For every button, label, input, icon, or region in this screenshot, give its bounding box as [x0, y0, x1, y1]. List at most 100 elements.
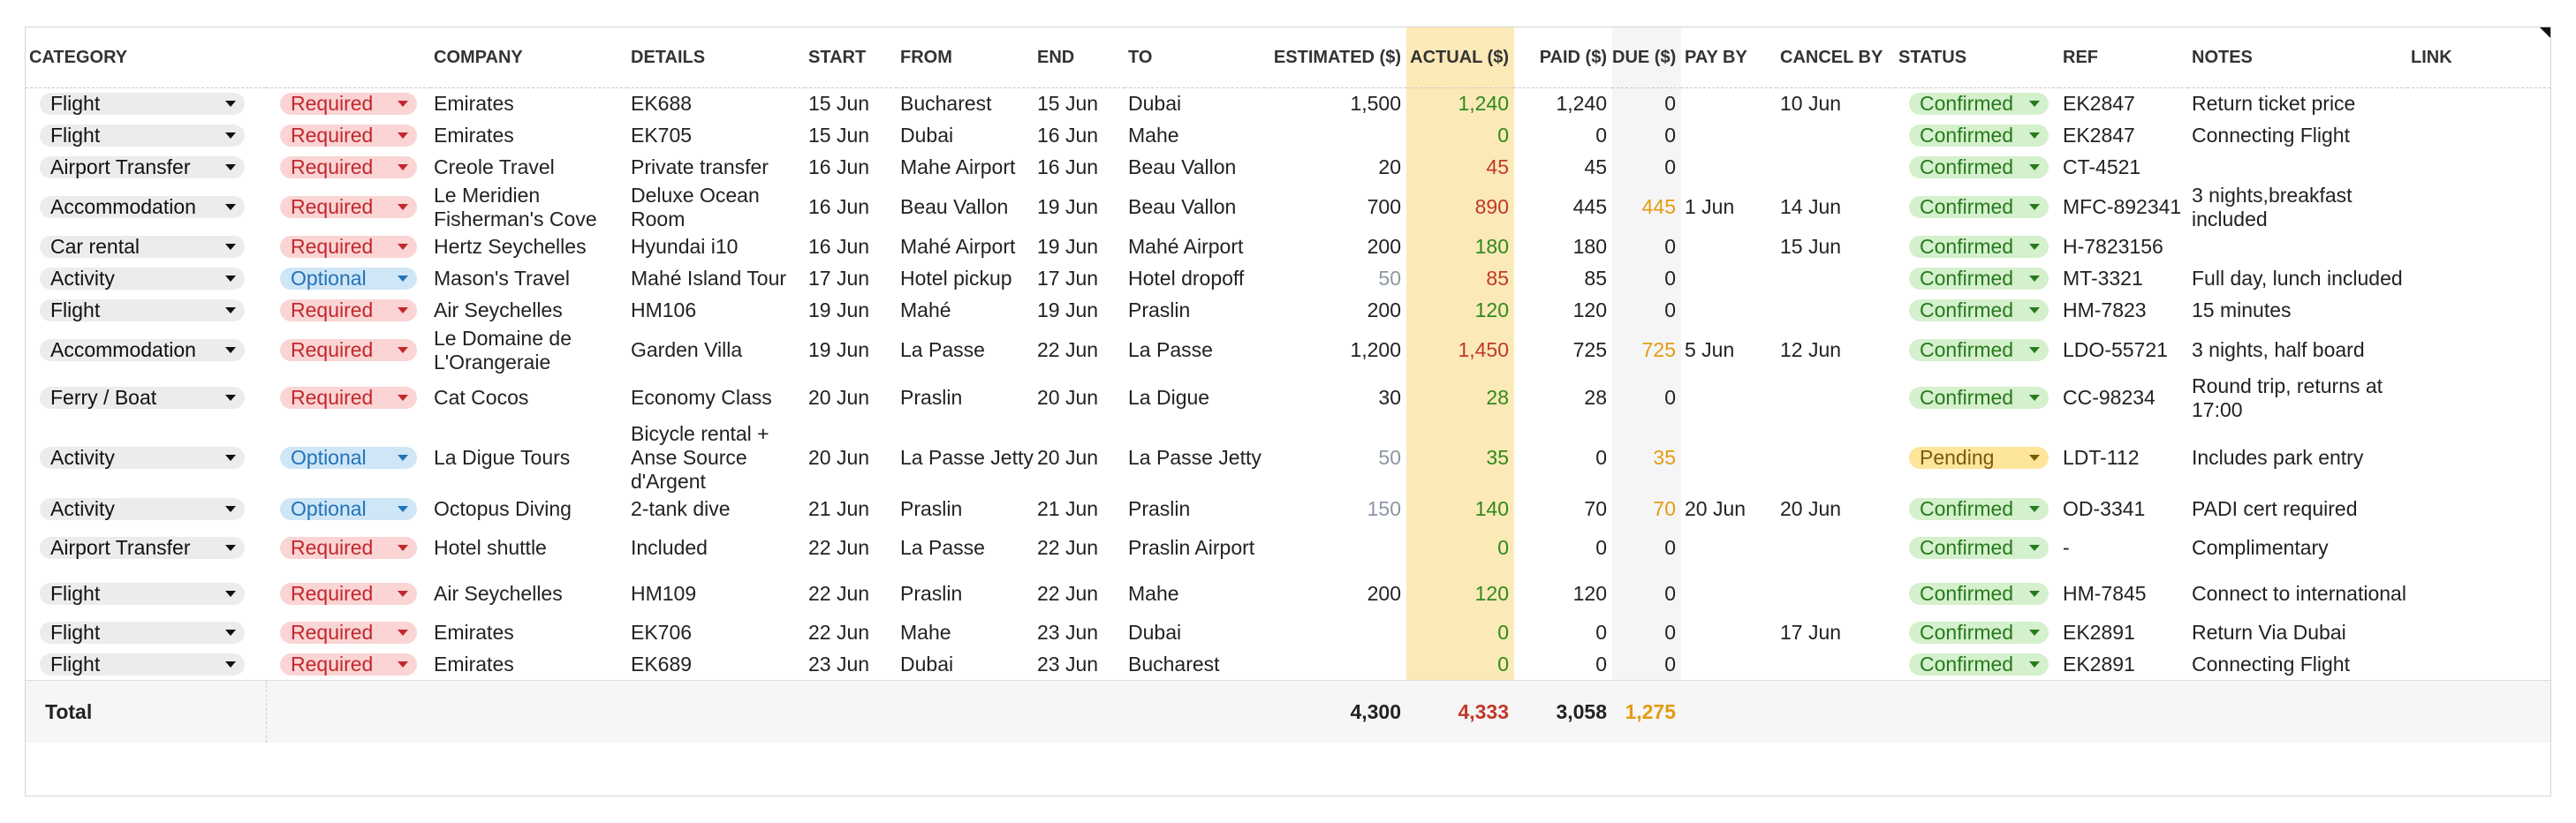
- category-select[interactable]: Flight: [40, 125, 245, 147]
- cancel-by-cell[interactable]: 17 Jun: [1780, 621, 1842, 644]
- end-cell[interactable]: 22 Jun: [1037, 582, 1099, 605]
- ref-cell[interactable]: MFC-892341: [2063, 195, 2182, 218]
- status-select[interactable]: Confirmed: [1909, 93, 2049, 116]
- details-cell[interactable]: Mahé Island Tour: [631, 267, 787, 290]
- paid-cell[interactable]: 120: [1572, 582, 1607, 605]
- start-cell[interactable]: 21 Jun: [808, 497, 870, 520]
- link-cell[interactable]: [2407, 422, 2550, 494]
- company-cell[interactable]: La Digue Tours: [434, 445, 571, 469]
- company-cell[interactable]: Cat Cocos: [434, 386, 529, 409]
- requirement-select[interactable]: Required: [280, 387, 417, 409]
- category-select[interactable]: Activity: [40, 498, 245, 520]
- cancel-by-cell[interactable]: [1777, 374, 1895, 422]
- category-select[interactable]: Flight: [40, 653, 245, 676]
- pay-by-cell[interactable]: [1681, 295, 1777, 327]
- status-select[interactable]: Confirmed: [1909, 387, 2049, 409]
- status-select[interactable]: Confirmed: [1909, 236, 2049, 258]
- notes-cell[interactable]: Return ticket price: [2192, 92, 2356, 116]
- requirement-select[interactable]: Optional: [280, 446, 417, 469]
- due-cell[interactable]: 0: [1612, 648, 1681, 681]
- actual-cell[interactable]: 35: [1406, 421, 1514, 494]
- due-cell[interactable]: 0: [1612, 262, 1681, 295]
- end-cell[interactable]: 22 Jun: [1037, 338, 1099, 361]
- from-cell[interactable]: Dubai: [900, 652, 954, 676]
- paid-cell[interactable]: 28: [1584, 386, 1607, 409]
- from-cell[interactable]: La Passe: [900, 338, 985, 361]
- actual-cell[interactable]: 120: [1406, 294, 1514, 327]
- company-cell[interactable]: Le Domaine de L'Orangeraie: [434, 326, 572, 374]
- from-cell[interactable]: Bucharest: [900, 92, 992, 116]
- status-select[interactable]: Confirmed: [1909, 125, 2049, 147]
- start-cell[interactable]: 15 Jun: [808, 92, 870, 116]
- notes-cell[interactable]: Connecting Flight: [2192, 124, 2350, 147]
- company-cell[interactable]: Octopus Diving: [434, 497, 572, 520]
- to-cell[interactable]: La Passe: [1128, 338, 1213, 361]
- cancel-by-cell[interactable]: [1777, 152, 1895, 184]
- category-select[interactable]: Car rental: [40, 236, 245, 258]
- estimated-cell[interactable]: 30: [1378, 386, 1401, 409]
- notes-cell[interactable]: 3 nights, half board: [2192, 338, 2365, 361]
- details-cell[interactable]: Deluxe Ocean Room: [631, 183, 760, 230]
- ref-cell[interactable]: EK2891: [2063, 621, 2135, 644]
- actual-cell[interactable]: 180: [1406, 230, 1514, 263]
- col-start[interactable]: START: [805, 27, 897, 88]
- col-due[interactable]: DUE ($): [1612, 27, 1681, 88]
- ref-cell[interactable]: EK2847: [2063, 124, 2135, 147]
- cancel-by-cell[interactable]: [1777, 571, 1895, 617]
- estimated-cell[interactable]: 200: [1367, 298, 1401, 321]
- pay-by-cell[interactable]: [1681, 571, 1777, 617]
- link-cell[interactable]: [2407, 295, 2550, 327]
- pay-by-cell[interactable]: [1681, 649, 1777, 681]
- estimated-cell[interactable]: [1265, 649, 1406, 681]
- ref-cell[interactable]: CT-4521: [2063, 155, 2141, 178]
- notes-cell[interactable]: 15 minutes: [2192, 298, 2292, 321]
- notes-cell[interactable]: PADI cert required: [2192, 497, 2358, 520]
- end-cell[interactable]: 17 Jun: [1037, 267, 1099, 290]
- status-select[interactable]: Confirmed: [1909, 196, 2049, 218]
- paid-cell[interactable]: 445: [1572, 195, 1607, 218]
- cancel-by-cell[interactable]: [1777, 525, 1895, 571]
- actual-cell[interactable]: 45: [1406, 151, 1514, 184]
- status-select[interactable]: Confirmed: [1909, 268, 2049, 290]
- end-cell[interactable]: 23 Jun: [1037, 621, 1099, 644]
- from-cell[interactable]: Hotel pickup: [900, 267, 1012, 290]
- pay-by-cell[interactable]: [1681, 525, 1777, 571]
- paid-cell[interactable]: 0: [1595, 124, 1607, 147]
- details-cell[interactable]: HM109: [631, 582, 697, 605]
- end-cell[interactable]: 19 Jun: [1037, 235, 1099, 258]
- to-cell[interactable]: La Passe Jetty: [1128, 445, 1261, 469]
- cancel-by-cell[interactable]: [1777, 422, 1895, 494]
- col-pay-by[interactable]: PAY BY: [1681, 27, 1777, 88]
- link-cell[interactable]: [2407, 184, 2550, 231]
- start-cell[interactable]: 16 Jun: [808, 195, 870, 218]
- to-cell[interactable]: Bucharest: [1128, 652, 1220, 676]
- category-select[interactable]: Flight: [40, 622, 245, 644]
- due-cell[interactable]: 0: [1612, 294, 1681, 327]
- paid-cell[interactable]: 120: [1572, 298, 1607, 321]
- actual-cell[interactable]: 85: [1406, 262, 1514, 295]
- to-cell[interactable]: Beau Vallon: [1128, 155, 1237, 178]
- category-select[interactable]: Flight: [40, 583, 245, 605]
- paid-cell[interactable]: 0: [1595, 536, 1607, 559]
- cancel-by-cell[interactable]: [1777, 649, 1895, 681]
- col-end[interactable]: END: [1034, 27, 1125, 88]
- status-select[interactable]: Confirmed: [1909, 498, 2049, 520]
- requirement-select[interactable]: Required: [280, 299, 417, 321]
- requirement-select[interactable]: Required: [280, 93, 417, 116]
- to-cell[interactable]: Hotel dropoff: [1128, 267, 1245, 290]
- estimated-cell[interactable]: [1265, 617, 1406, 649]
- to-cell[interactable]: Mahé Airport: [1128, 235, 1244, 258]
- requirement-select[interactable]: Required: [280, 339, 417, 361]
- actual-cell[interactable]: 0: [1406, 525, 1514, 571]
- company-cell[interactable]: Emirates: [434, 652, 514, 676]
- pay-by-cell[interactable]: 5 Jun: [1685, 338, 1735, 361]
- estimated-cell[interactable]: 1,500: [1350, 92, 1401, 116]
- requirement-select[interactable]: Required: [280, 196, 417, 218]
- category-select[interactable]: Accommodation: [40, 339, 245, 361]
- requirement-select[interactable]: Required: [280, 583, 417, 605]
- start-cell[interactable]: 23 Jun: [808, 652, 870, 676]
- link-cell[interactable]: [2407, 649, 2550, 681]
- notes-cell[interactable]: Full day, lunch included: [2192, 267, 2403, 290]
- company-cell[interactable]: Hertz Seychelles: [434, 235, 587, 258]
- due-cell[interactable]: 0: [1612, 151, 1681, 184]
